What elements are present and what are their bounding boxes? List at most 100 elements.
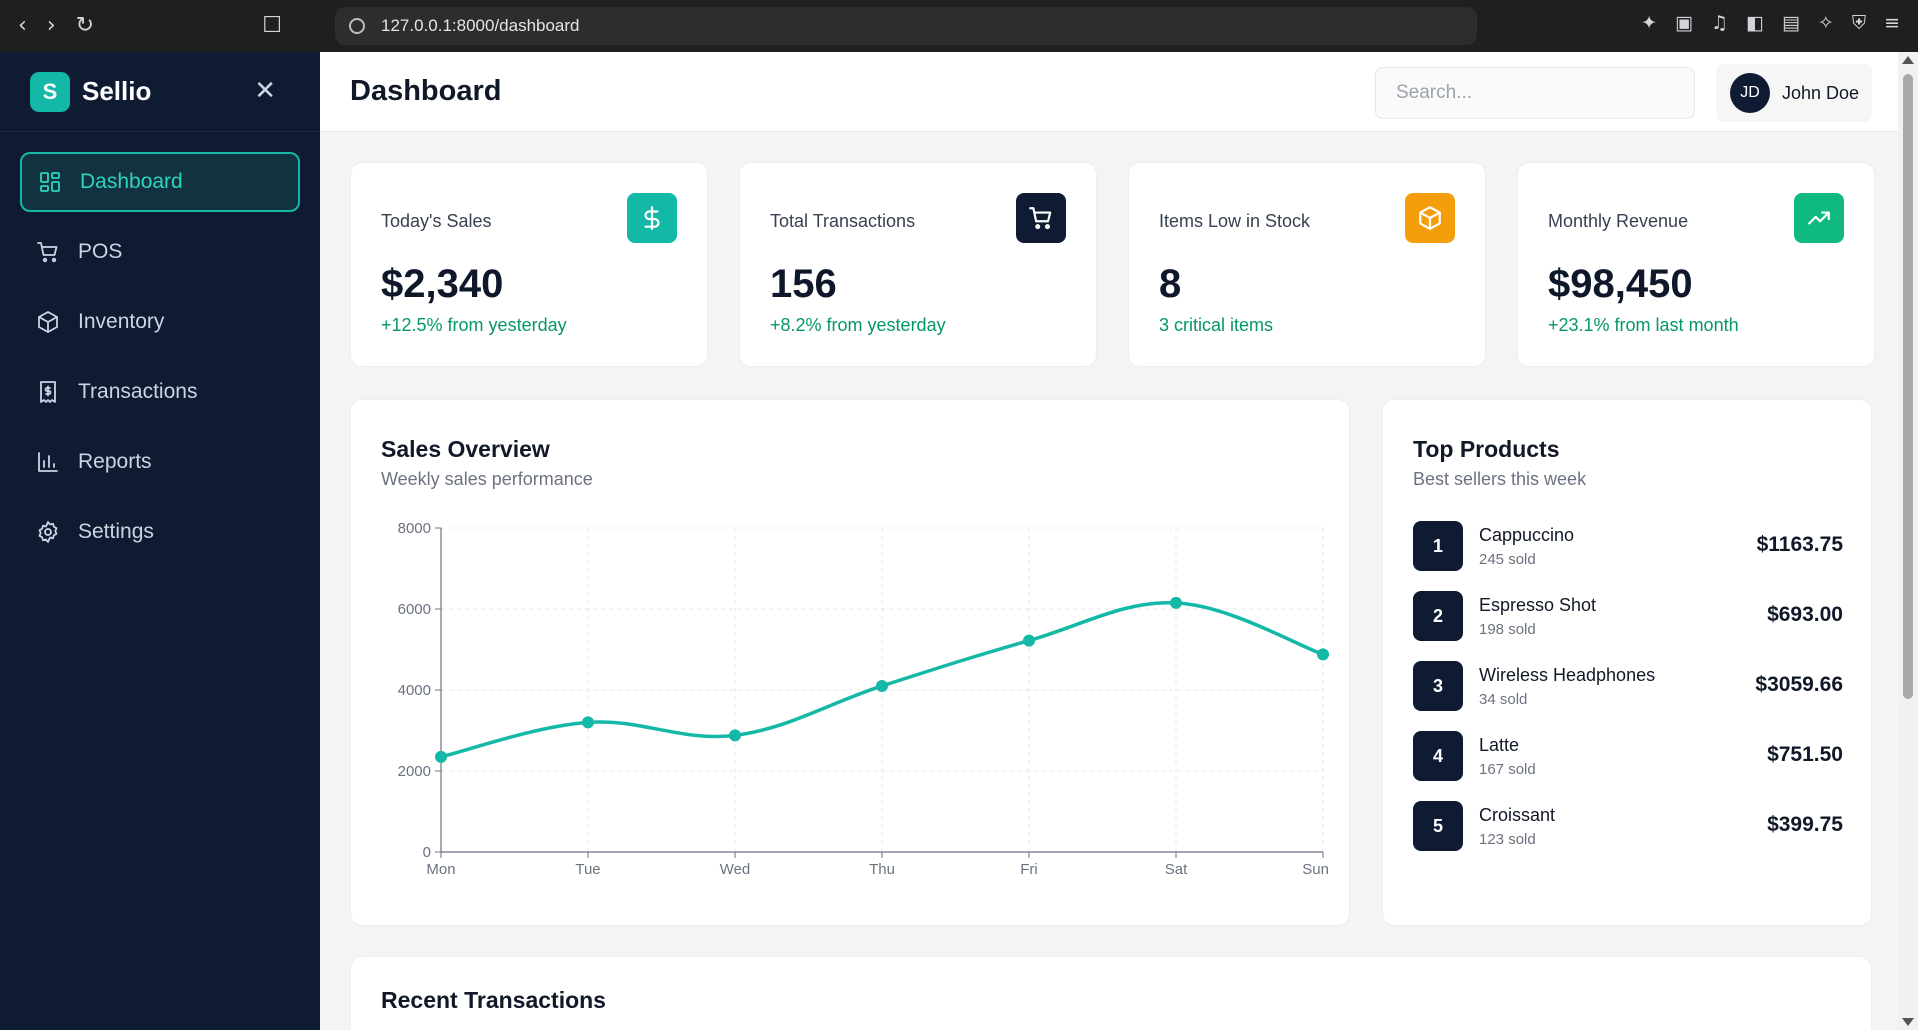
brand-header: S Sellio ✕ xyxy=(0,52,320,132)
ai-sparkle-icon[interactable]: ✧ xyxy=(1817,12,1834,34)
close-icon[interactable]: ✕ xyxy=(254,76,276,106)
box-icon xyxy=(36,310,60,334)
stat-change: 3 critical items xyxy=(1159,315,1274,335)
user-menu[interactable]: JD John Doe xyxy=(1716,64,1872,122)
stat-card-low-stock: Items Low in Stock 8 3 critical items xyxy=(1128,162,1486,367)
product-rank: 5 xyxy=(1413,801,1463,851)
stat-label: Items Low in Stock xyxy=(1159,211,1311,231)
page-title: Dashboard xyxy=(350,75,502,107)
stat-change: +23.1% from last month xyxy=(1548,315,1739,335)
y-tick-label: 2000 xyxy=(398,763,431,780)
sidebar-toggle-icon[interactable]: ◧ xyxy=(1745,12,1764,34)
search-input[interactable] xyxy=(1375,67,1695,119)
sidebar-item-pos[interactable]: POS xyxy=(20,222,300,282)
sidebar: S Sellio ✕ Dashboard POS Inventory xyxy=(0,52,320,1030)
panel-title: Recent Transactions xyxy=(381,987,606,1013)
box-icon xyxy=(1405,193,1455,243)
cart-icon xyxy=(1016,193,1066,243)
stat-card-monthly-revenue: Monthly Revenue $98,450 +23.1% from last… xyxy=(1517,162,1875,367)
sidebar-item-label: Transactions xyxy=(78,380,198,403)
stat-label: Monthly Revenue xyxy=(1548,211,1689,231)
sidebar-menu: Dashboard POS Inventory Transactions Rep… xyxy=(0,132,320,592)
scroll-thumb[interactable] xyxy=(1903,74,1913,699)
product-name: Latte xyxy=(1479,735,1520,755)
stat-value: $2,340 xyxy=(381,262,504,306)
product-row[interactable]: 3 Wireless Headphones 34 sold $3059.66 xyxy=(1413,661,1843,713)
top-bar: Dashboard JD John Doe xyxy=(320,52,1898,132)
product-name: Wireless Headphones xyxy=(1479,665,1656,685)
cart-icon xyxy=(36,240,60,264)
data-point xyxy=(582,716,594,729)
sidebar-item-label: POS xyxy=(78,240,123,263)
product-amount: $693.00 xyxy=(1767,603,1843,626)
product-rank: 2 xyxy=(1413,591,1463,641)
stat-label: Today's Sales xyxy=(381,211,492,231)
stat-label: Total Transactions xyxy=(770,211,916,231)
dollar-icon xyxy=(627,193,677,243)
shield-icon[interactable]: ⛨ xyxy=(1851,12,1867,34)
y-tick-label: 6000 xyxy=(398,601,431,618)
screenshot-icon[interactable]: ▣ xyxy=(1674,12,1693,34)
wallet-icon[interactable]: ▤ xyxy=(1781,12,1800,34)
x-tick-label: Tue xyxy=(575,861,600,878)
product-rank: 1 xyxy=(1413,521,1463,571)
stat-value: $98,450 xyxy=(1548,262,1693,306)
x-tick-label: Sun xyxy=(1302,861,1329,878)
extensions-icon[interactable]: ✦ xyxy=(1641,12,1657,34)
product-row[interactable]: 2 Espresso Shot 198 sold $693.00 xyxy=(1413,591,1843,643)
sidebar-item-label: Settings xyxy=(78,520,154,543)
url-text[interactable]: 127.0.0.1:8000/dashboard xyxy=(381,16,580,35)
menu-icon[interactable]: ≡ xyxy=(1884,12,1900,34)
product-row[interactable]: 5 Croissant 123 sold $399.75 xyxy=(1413,801,1843,853)
forward-icon[interactable]: › xyxy=(46,13,56,38)
sidebar-item-transactions[interactable]: Transactions xyxy=(20,362,300,422)
y-tick-label: 0 xyxy=(423,844,431,861)
product-row[interactable]: 4 Latte 167 sold $751.50 xyxy=(1413,731,1843,783)
product-row[interactable]: 1 Cappuccino 245 sold $1163.75 xyxy=(1413,521,1843,573)
y-tick-label: 8000 xyxy=(398,520,431,537)
bookmark-icon[interactable]: ☐ xyxy=(262,13,282,38)
sidebar-item-label: Inventory xyxy=(78,310,165,333)
data-point xyxy=(1023,634,1035,647)
x-tick-label: Mon xyxy=(426,861,455,878)
reload-icon[interactable]: ↻ xyxy=(75,13,95,38)
music-icon[interactable]: ♫ xyxy=(1710,12,1728,34)
panel-title: Top Products xyxy=(1413,436,1560,462)
data-point xyxy=(1317,648,1329,661)
panel-subtitle: Best sellers this week xyxy=(1413,469,1587,489)
sales-line-chart: 0 2000 4000 6000 8000 Mon Tue Wed Thu Fri Sat Sun xyxy=(398,520,1329,878)
stat-value: 156 xyxy=(770,262,837,306)
x-tick-label: Thu xyxy=(869,861,895,878)
product-rank: 3 xyxy=(1413,661,1463,711)
product-amount: $751.50 xyxy=(1767,743,1843,766)
sidebar-item-dashboard[interactable]: Dashboard xyxy=(20,152,300,212)
top-products-panel: Top Products Best sellers this week 1 Ca… xyxy=(1382,399,1872,926)
data-point xyxy=(435,750,447,763)
sidebar-item-inventory[interactable]: Inventory xyxy=(20,292,300,352)
scroll-up-icon[interactable] xyxy=(1902,56,1914,64)
browser-toolbar-icons: ✦ ▣ ♫ ◧ ▤ ✧ ⛨ ≡ xyxy=(1641,14,1900,33)
product-amount: $1163.75 xyxy=(1756,533,1843,556)
browser-nav: ‹ › ↻ ☐ xyxy=(0,15,300,37)
sales-overview-panel: Sales Overview Weekly sales performance … xyxy=(350,399,1350,926)
avatar: JD xyxy=(1730,73,1770,113)
sidebar-item-reports[interactable]: Reports xyxy=(20,432,300,492)
sidebar-item-settings[interactable]: Settings xyxy=(20,502,300,562)
back-icon[interactable]: ‹ xyxy=(18,13,27,38)
x-tick-label: Wed xyxy=(720,861,751,878)
product-amount: $399.75 xyxy=(1767,813,1843,836)
stat-value: 8 xyxy=(1159,262,1182,306)
scroll-down-icon[interactable] xyxy=(1902,1018,1914,1026)
product-amount: $3059.66 xyxy=(1755,673,1843,696)
page-scrollbar[interactable] xyxy=(1898,52,1918,1030)
site-info-icon[interactable] xyxy=(349,18,365,34)
brand-name[interactable]: Sellio xyxy=(82,76,152,106)
bar-chart-icon xyxy=(36,450,60,474)
address-bar[interactable]: 127.0.0.1:8000/dashboard xyxy=(335,7,1477,45)
x-tick-label: Sat xyxy=(1165,861,1188,878)
stat-change: +8.2% from yesterday xyxy=(770,315,946,335)
grid-icon xyxy=(38,170,62,194)
receipt-icon xyxy=(36,380,60,404)
data-point xyxy=(1170,596,1182,609)
brand-logo[interactable]: S xyxy=(30,71,70,112)
